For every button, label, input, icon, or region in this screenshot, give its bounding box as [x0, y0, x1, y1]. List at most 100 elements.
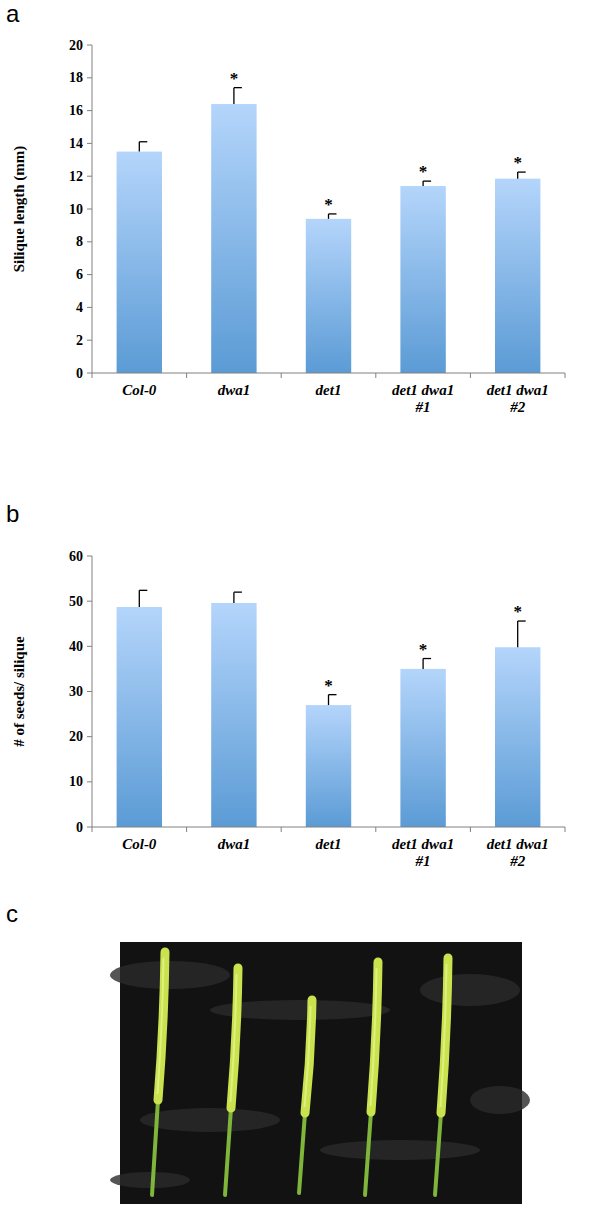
pedicel: [435, 1113, 441, 1195]
y-tick: [87, 274, 92, 275]
label-line: det1 dwa1: [487, 382, 549, 398]
y-tick-label: 16: [69, 103, 83, 118]
y-tick: [87, 176, 92, 177]
x-tick-label: det1: [316, 836, 342, 852]
bar: [400, 186, 445, 373]
y-tick: [87, 209, 92, 210]
photo-texture: [140, 1108, 280, 1132]
category-divider: [186, 373, 187, 378]
image-panel: c: [6, 900, 530, 1204]
bar: [400, 669, 445, 827]
bar: [211, 603, 256, 827]
y-tick: [87, 827, 92, 828]
x-axis: [92, 373, 565, 374]
y-tick: [87, 373, 92, 374]
y-tick-label: 0: [76, 366, 83, 381]
y-tick-label: 10: [69, 774, 83, 789]
significance-mark: *: [324, 676, 333, 695]
y-axis-title: # of seeds/ silique: [11, 636, 27, 747]
x-tick-label: dwa1: [218, 382, 251, 398]
error-bar: [139, 590, 147, 607]
y-tick: [87, 781, 92, 782]
x-tick-label: det1: [316, 382, 342, 398]
error-cap: [139, 141, 147, 142]
label-line: #2: [509, 399, 526, 415]
photo-texture: [110, 961, 230, 989]
silique: [441, 958, 448, 1113]
y-tick: [87, 736, 92, 737]
category-divider: [281, 827, 282, 832]
x-tick-label: Col-0: [122, 382, 157, 398]
error-bar: [329, 695, 337, 705]
label-line: #1: [415, 853, 431, 869]
error-cap: [234, 591, 242, 592]
panel-1: b0102030405060# of seeds/ siliqueCol-0dw…: [6, 500, 565, 869]
label-line: det1: [316, 382, 342, 398]
photo-texture: [110, 1172, 190, 1188]
pedicel: [299, 1113, 305, 1193]
error-bar: [234, 88, 242, 104]
figure: a02468101214161820Silique length (mm)Col…: [0, 0, 590, 1222]
silique-highlight: [231, 974, 237, 1102]
error-bar: [423, 659, 431, 669]
category-divider: [565, 373, 566, 378]
y-tick-label: 30: [69, 684, 83, 699]
silique: [158, 952, 165, 1100]
y-tick-label: 18: [69, 70, 83, 85]
bar: [117, 152, 162, 373]
error-stem: [233, 592, 234, 603]
error-bar: [234, 592, 242, 603]
pedicel: [365, 1112, 371, 1195]
bars: [117, 590, 541, 827]
bar: [495, 647, 540, 827]
silique-highlight: [158, 958, 164, 1094]
error-stem: [139, 590, 140, 607]
y-tick-label: 12: [69, 169, 83, 184]
x-tick-label: dwa1: [218, 836, 251, 852]
label-line: #2: [509, 853, 526, 869]
y-axis-title: Silique length (mm): [11, 146, 28, 273]
y-tick: [87, 45, 92, 46]
category-divider: [565, 827, 566, 832]
label-line: det1 dwa1: [392, 382, 454, 398]
y-tick-label: 20: [69, 729, 83, 744]
y-tick: [87, 143, 92, 144]
y-tick-label: 0: [76, 820, 83, 835]
error-stem: [233, 88, 234, 104]
error-stem: [422, 659, 423, 669]
error-stem: [517, 621, 518, 647]
silique: [231, 968, 238, 1108]
category-divider: [375, 373, 376, 378]
panel-label: c: [6, 900, 18, 927]
error-stem: [139, 142, 140, 152]
category-divider: [470, 373, 471, 378]
y-tick: [87, 307, 92, 308]
label-line: det1 dwa1: [487, 836, 549, 852]
y-tick: [87, 646, 92, 647]
silique-highlight: [371, 968, 377, 1106]
category-divider: [186, 827, 187, 832]
silique-highlight: [441, 964, 447, 1107]
panel-label: b: [6, 500, 19, 527]
category-divider: [470, 827, 471, 832]
bar: [211, 104, 256, 373]
y-tick-label: 10: [69, 202, 83, 217]
label-line: det1: [316, 836, 342, 852]
panel-label: a: [6, 0, 20, 27]
label-line: dwa1: [218, 836, 251, 852]
x-tick-label: det1 dwa1#1: [392, 382, 454, 415]
x-tick-label: det1 dwa1#2: [487, 382, 549, 415]
panel-0: a02468101214161820Silique length (mm)Col…: [6, 0, 565, 415]
error-bar: [139, 142, 147, 152]
significance-mark: *: [230, 69, 239, 88]
error-stem: [328, 214, 329, 219]
error-stem: [517, 172, 518, 179]
bar: [306, 705, 351, 827]
label-line: #1: [415, 399, 431, 415]
error-bar: [329, 214, 337, 219]
significance-mark: *: [513, 153, 522, 172]
error-bar: [518, 172, 526, 179]
bar: [306, 219, 351, 373]
y-tick-label: 40: [69, 639, 83, 654]
y-tick-label: 50: [69, 594, 83, 609]
